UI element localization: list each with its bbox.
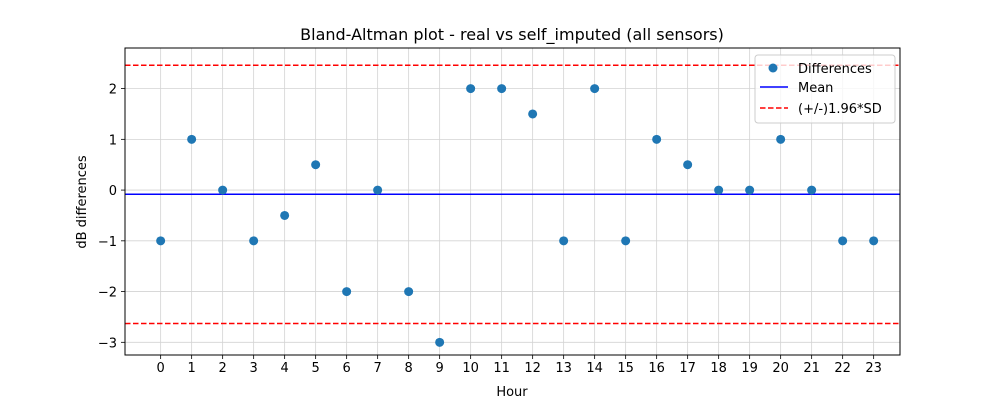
x-tick-label: 15 — [617, 361, 634, 376]
data-point — [373, 185, 383, 195]
x-tick-label: 22 — [834, 361, 851, 376]
data-point — [590, 84, 600, 94]
y-tick-label: 0 — [109, 184, 117, 199]
data-point — [404, 287, 414, 297]
data-point — [187, 134, 197, 144]
x-tick-label: 2 — [219, 361, 227, 376]
legend-box — [754, 54, 896, 124]
data-point — [807, 185, 817, 195]
x-tick-label: 1 — [188, 361, 196, 376]
data-point — [497, 84, 507, 94]
y-axis-label: dB differences — [75, 155, 90, 249]
y-tick-label: −2 — [98, 286, 117, 301]
data-point — [435, 337, 445, 347]
x-tick-label: 9 — [436, 361, 444, 376]
data-point — [342, 287, 352, 297]
x-tick-label: 4 — [281, 361, 289, 376]
x-tick-label: 6 — [343, 361, 351, 376]
data-point — [559, 236, 569, 246]
data-point — [528, 109, 538, 119]
y-axis-ticks: −3 −2 −1 0 1 2 — [98, 83, 125, 351]
x-tick-label: 14 — [586, 361, 603, 376]
data-point — [838, 236, 848, 246]
legend-marker-differences — [768, 63, 778, 73]
data-point — [621, 236, 631, 246]
y-tick-label: −3 — [98, 336, 117, 351]
legend-label-limits: (+/-)1.96*SD — [798, 102, 882, 117]
y-tick-label: −1 — [98, 235, 117, 250]
y-tick-label: 1 — [109, 133, 117, 148]
x-tick-label: 20 — [772, 361, 789, 376]
legend-label-mean: Mean — [798, 81, 833, 96]
data-point — [156, 236, 166, 246]
x-tick-label: 23 — [865, 361, 882, 376]
x-tick-label: 7 — [374, 361, 382, 376]
data-point — [218, 185, 228, 195]
data-point — [311, 160, 321, 170]
x-tick-label: 16 — [648, 361, 665, 376]
data-point — [466, 84, 476, 94]
x-tick-label: 11 — [493, 361, 510, 376]
chart-title: Bland-Altman plot - real vs self_imputed… — [300, 25, 724, 45]
x-tick-label: 5 — [312, 361, 320, 376]
x-axis-ticks: 0 1 2 3 4 5 6 7 8 9 10 11 12 13 14 15 16 17 18 19 20 21 22 23 — [157, 355, 882, 376]
y-tick-label: 2 — [109, 83, 117, 98]
data-point — [714, 185, 724, 195]
data-point — [776, 134, 786, 144]
legend-label-differences: Differences — [798, 62, 872, 77]
data-point — [280, 210, 290, 220]
data-point — [683, 160, 693, 170]
x-tick-label: 21 — [803, 361, 820, 376]
data-point — [745, 185, 755, 195]
data-point — [869, 236, 879, 246]
x-tick-label: 12 — [524, 361, 541, 376]
x-axis-label: Hour — [496, 385, 528, 400]
x-tick-label: 18 — [710, 361, 727, 376]
x-tick-label: 0 — [157, 361, 165, 376]
x-tick-label: 19 — [741, 361, 758, 376]
x-tick-label: 10 — [462, 361, 479, 376]
x-tick-label: 3 — [250, 361, 258, 376]
data-point — [249, 236, 259, 246]
legend: Differences Mean (+/-)1.96*SD — [754, 54, 896, 124]
x-tick-label: 17 — [679, 361, 696, 376]
x-tick-label: 8 — [405, 361, 413, 376]
plot-frame — [124, 47, 901, 356]
data-point — [652, 134, 662, 144]
x-tick-label: 13 — [555, 361, 572, 376]
